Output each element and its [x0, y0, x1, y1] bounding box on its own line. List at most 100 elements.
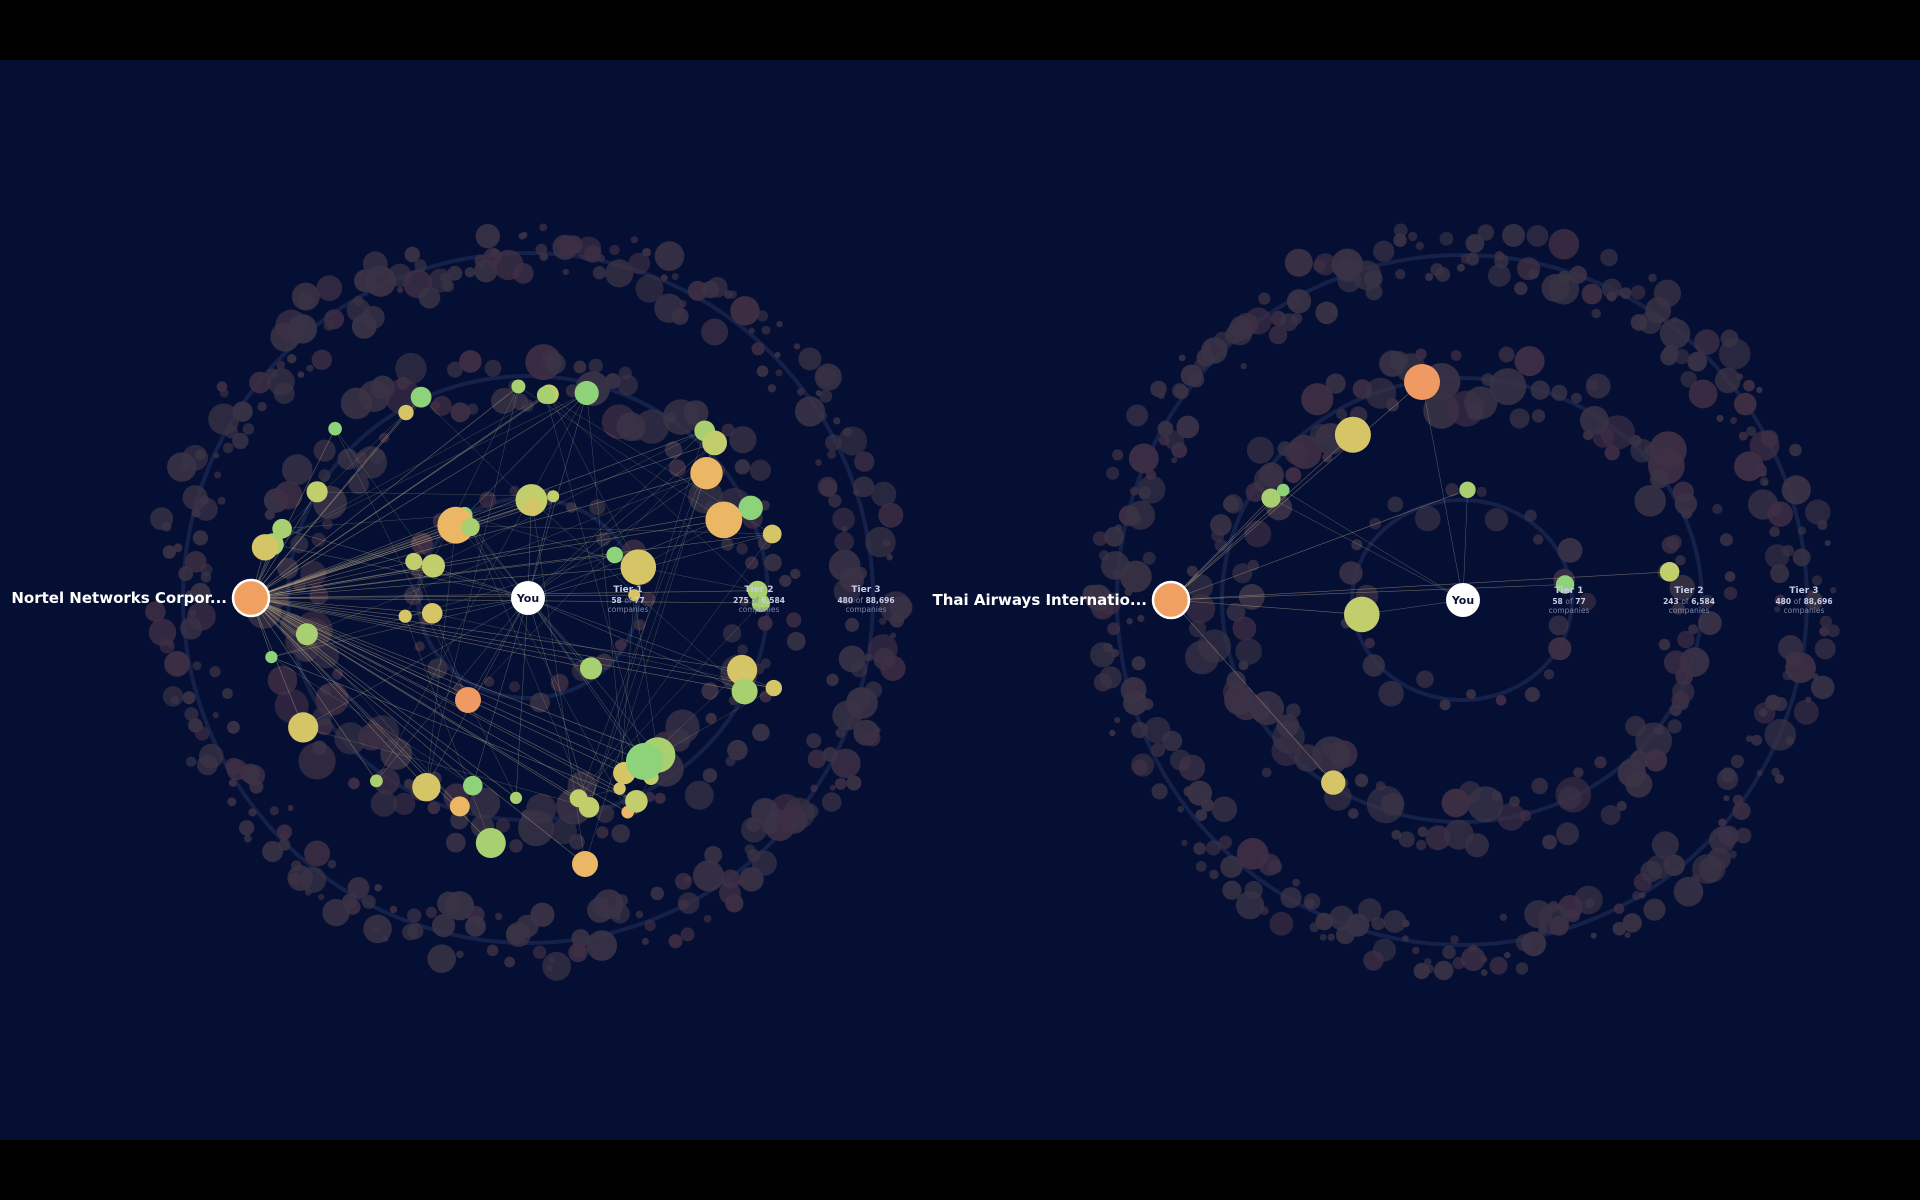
company-node[interactable]: [728, 290, 738, 299]
company-node[interactable]: [1315, 301, 1338, 325]
company-node[interactable]: [832, 700, 863, 731]
company-node[interactable]: [249, 371, 271, 394]
company-node[interactable]: [1106, 466, 1120, 480]
company-node[interactable]: [1456, 263, 1465, 272]
company-node[interactable]: [164, 650, 190, 677]
company-node[interactable]: [1672, 602, 1685, 615]
company-node[interactable]: [1751, 734, 1763, 746]
company-node[interactable]: [871, 481, 897, 507]
company-node[interactable]: [1769, 526, 1780, 537]
company-node[interactable]: [188, 718, 203, 733]
company-node[interactable]: [829, 784, 836, 791]
company-node[interactable]: [1321, 742, 1333, 755]
company-node[interactable]: [1730, 417, 1738, 424]
company-node[interactable]: [1497, 802, 1526, 831]
company-node[interactable]: [1178, 761, 1189, 772]
company-node[interactable]: [642, 248, 651, 257]
company-node[interactable]: [1688, 379, 1718, 409]
company-node[interactable]: [819, 389, 833, 403]
highlighted-company-node[interactable]: [572, 851, 598, 877]
company-node[interactable]: [1677, 630, 1695, 649]
company-node[interactable]: [806, 733, 822, 749]
highlighted-company-node[interactable]: [524, 498, 542, 517]
company-node[interactable]: [1632, 891, 1642, 901]
company-node[interactable]: [741, 298, 748, 305]
company-node[interactable]: [628, 252, 651, 275]
company-node[interactable]: [334, 722, 367, 755]
company-node[interactable]: [506, 924, 527, 944]
company-node[interactable]: [641, 937, 650, 946]
company-node[interactable]: [1613, 903, 1625, 914]
company-node[interactable]: [1222, 496, 1239, 512]
company-node[interactable]: [1181, 839, 1188, 847]
company-node[interactable]: [1658, 638, 1671, 651]
company-node[interactable]: [225, 757, 242, 775]
company-node[interactable]: [1144, 716, 1171, 744]
company-node[interactable]: [814, 363, 842, 391]
highlighted-company-node[interactable]: [295, 623, 318, 646]
company-node[interactable]: [1830, 587, 1837, 594]
company-node[interactable]: [313, 439, 336, 462]
company-node[interactable]: [1304, 898, 1315, 909]
company-node[interactable]: [279, 831, 290, 841]
company-node[interactable]: [402, 924, 419, 941]
company-node[interactable]: [786, 631, 806, 651]
company-node[interactable]: [276, 360, 286, 370]
company-node[interactable]: [1807, 590, 1814, 596]
highlighted-company-node[interactable]: [328, 421, 342, 436]
company-node[interactable]: [145, 601, 166, 622]
company-node[interactable]: [679, 300, 687, 308]
company-node[interactable]: [1439, 231, 1454, 246]
company-node[interactable]: [650, 886, 664, 901]
company-node[interactable]: [1712, 503, 1723, 515]
company-node[interactable]: [186, 756, 197, 767]
company-node[interactable]: [1811, 675, 1835, 700]
company-node[interactable]: [1814, 638, 1836, 660]
highlighted-company-node[interactable]: [398, 404, 414, 421]
company-node[interactable]: [1758, 708, 1768, 717]
company-node[interactable]: [348, 473, 370, 495]
company-node[interactable]: [353, 295, 364, 306]
focus-node[interactable]: [231, 578, 271, 618]
company-node[interactable]: [774, 351, 781, 358]
company-node[interactable]: [705, 712, 717, 724]
company-node[interactable]: [214, 471, 222, 479]
company-node[interactable]: [1329, 905, 1354, 931]
company-node[interactable]: [509, 839, 523, 853]
highlighted-company-node[interactable]: [536, 386, 555, 404]
company-node[interactable]: [739, 867, 764, 892]
company-node[interactable]: [761, 325, 771, 335]
company-node[interactable]: [841, 526, 848, 533]
company-node[interactable]: [749, 459, 771, 481]
company-node[interactable]: [617, 374, 638, 396]
company-node[interactable]: [838, 426, 868, 456]
company-node[interactable]: [431, 395, 452, 416]
company-node[interactable]: [1681, 507, 1693, 519]
highlighted-company-node[interactable]: [762, 524, 782, 544]
company-node[interactable]: [1137, 614, 1145, 623]
company-node[interactable]: [810, 784, 818, 793]
company-node[interactable]: [1363, 950, 1384, 971]
company-node[interactable]: [440, 272, 450, 283]
company-node[interactable]: [1107, 622, 1120, 636]
company-node[interactable]: [1185, 594, 1216, 624]
company-node[interactable]: [290, 535, 309, 554]
company-node[interactable]: [468, 787, 501, 819]
company-node[interactable]: [1109, 729, 1116, 737]
highlighted-company-node[interactable]: [690, 457, 723, 490]
highlighted-company-node[interactable]: [449, 796, 470, 817]
company-node[interactable]: [1669, 704, 1682, 717]
company-node[interactable]: [1630, 285, 1646, 300]
company-node[interactable]: [219, 388, 229, 398]
company-node[interactable]: [683, 400, 709, 426]
company-node[interactable]: [1171, 457, 1178, 464]
company-node[interactable]: [1351, 539, 1363, 551]
company-node[interactable]: [1276, 714, 1300, 738]
company-node[interactable]: [1480, 969, 1488, 977]
company-node[interactable]: [1477, 224, 1495, 241]
company-node[interactable]: [1127, 678, 1139, 690]
company-node[interactable]: [864, 653, 873, 662]
company-node[interactable]: [1557, 537, 1583, 563]
company-node[interactable]: [447, 361, 463, 378]
company-node[interactable]: [1718, 338, 1751, 370]
